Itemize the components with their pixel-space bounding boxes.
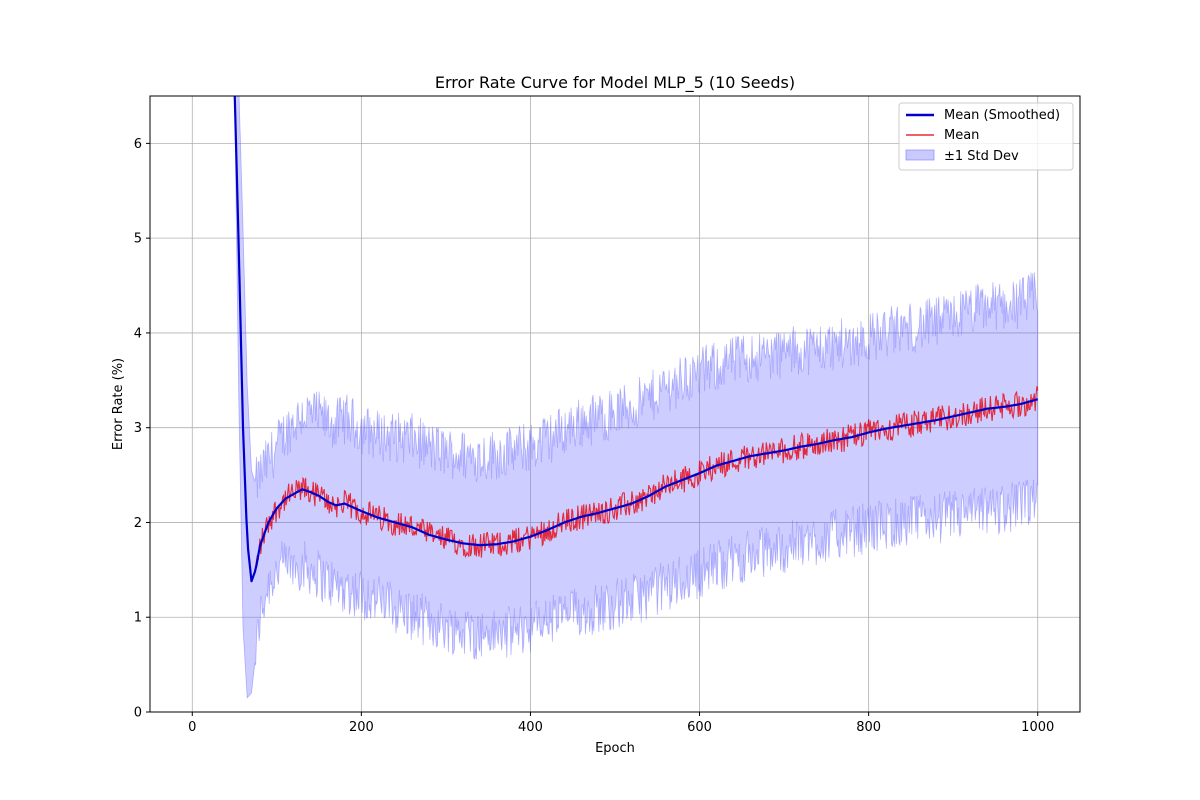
x-tick-label: 600 — [687, 720, 712, 735]
legend-box — [898, 102, 1074, 171]
smoothed-mean-line — [233, 96, 1038, 583]
y-axis-ticks: 0 1 2 3 4 5 6 — [134, 137, 150, 721]
y-tick-label: 3 — [134, 421, 142, 436]
y-tick-label: 2 — [134, 516, 142, 531]
x-tick-label: 200 — [349, 720, 374, 735]
y-tick-label: 6 — [134, 137, 142, 152]
x-tick-label: 1000 — [1021, 720, 1054, 735]
mean-line — [234, 96, 1039, 582]
x-axis-label: Epoch — [595, 741, 635, 756]
mean-line-layer — [234, 96, 1039, 582]
std-dev-band — [234, 96, 1039, 699]
y-axis-label: Error Rate (%) — [111, 358, 126, 450]
legend-label-smoothed: Mean (Smoothed) — [944, 108, 1060, 123]
y-tick-label: 1 — [134, 611, 142, 626]
x-axis-ticks: 0 200 400 600 800 1000 — [188, 712, 1054, 735]
legend: Mean (Smoothed) Mean ±1 Std Dev — [898, 102, 1074, 171]
y-tick-label: 0 — [134, 706, 142, 721]
grid-layer — [150, 96, 1080, 713]
legend-swatch-band — [905, 149, 935, 161]
legend-label-band: ±1 Std Dev — [944, 149, 1019, 164]
x-tick-label: 0 — [188, 720, 196, 735]
y-tick-label: 4 — [134, 326, 142, 341]
x-tick-label: 800 — [856, 720, 881, 735]
legend-label-mean: Mean — [944, 128, 979, 143]
chart-title: Error Rate Curve for Model MLP_5 (10 See… — [435, 73, 795, 93]
std-dev-band-area — [234, 96, 1039, 699]
x-tick-label: 400 — [518, 720, 543, 735]
y-tick-label: 5 — [134, 232, 142, 247]
smoothed-mean-line-layer — [233, 96, 1038, 583]
plot-frame — [149, 95, 1081, 713]
